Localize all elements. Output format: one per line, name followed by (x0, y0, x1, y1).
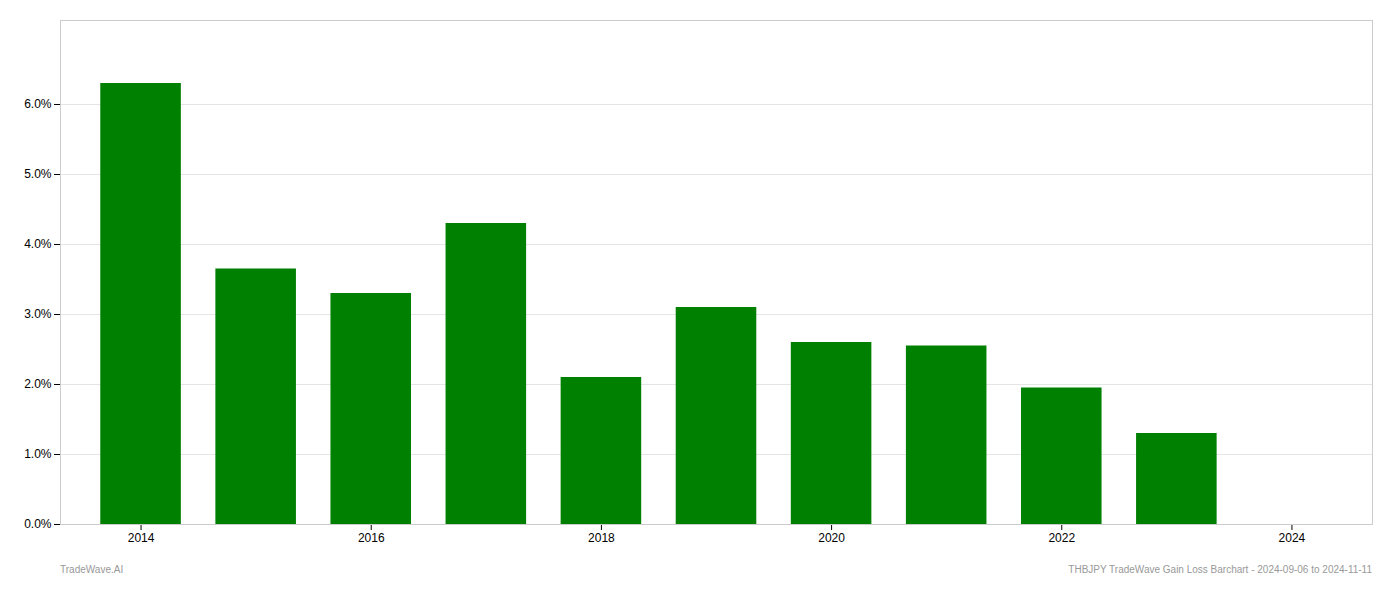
svg-text:0.0%: 0.0% (24, 517, 52, 531)
svg-text:2014: 2014 (128, 531, 155, 545)
svg-text:2016: 2016 (358, 531, 385, 545)
svg-text:3.0%: 3.0% (24, 307, 52, 321)
html-text:THBJPY TradeWave Gain Loss Bar: THBJPY TradeWave Gain Loss Barchart - 20… (1068, 564, 1372, 575)
svg-text:2022: 2022 (1048, 531, 1075, 545)
svg-text:5.0%: 5.0% (24, 167, 52, 181)
svg-text:2.0%: 2.0% (24, 377, 52, 391)
svg-text:2018: 2018 (588, 531, 615, 545)
svg-text:1.0%: 1.0% (24, 447, 52, 461)
svg-text:4.0%: 4.0% (24, 237, 52, 251)
svg-text:2020: 2020 (818, 531, 845, 545)
html-text:TradeWave.AI: TradeWave.AI (60, 564, 124, 575)
svg-text:2024: 2024 (1279, 531, 1306, 545)
svg-text:6.0%: 6.0% (24, 97, 52, 111)
